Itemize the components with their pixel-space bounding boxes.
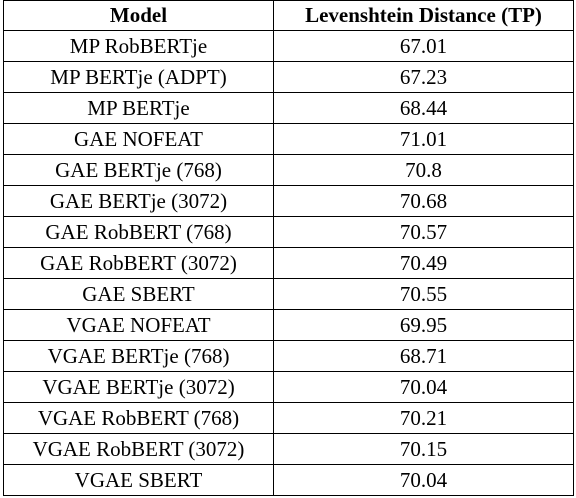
- header-model: Model: [3, 0, 274, 31]
- model-cell: MP BERTje (ADPT): [3, 61, 274, 93]
- model-cell: VGAE BERTje (768): [3, 340, 274, 372]
- model-cell: VGAE NOFEAT: [3, 309, 274, 341]
- model-cell: GAE NOFEAT: [3, 123, 274, 155]
- table-row: VGAE RobBERT (768) 70.21: [3, 402, 574, 434]
- model-cell: GAE BERTje (3072): [3, 185, 274, 217]
- table-row: GAE BERTje (3072) 70.68: [3, 185, 574, 217]
- distance-cell: 71.01: [273, 123, 574, 155]
- distance-cell: 70.15: [273, 433, 574, 465]
- model-cell: GAE BERTje (768): [3, 154, 274, 186]
- distance-cell: 70.68: [273, 185, 574, 217]
- table-body: MP RobBERTje 67.01 MP BERTje (ADPT) 67.2…: [3, 30, 574, 496]
- model-cell: GAE SBERT: [3, 278, 274, 310]
- distance-cell: 68.71: [273, 340, 574, 372]
- table-row: MP RobBERTje 67.01: [3, 30, 574, 62]
- table-row: VGAE BERTje (3072) 70.04: [3, 371, 574, 403]
- distance-cell: 68.44: [273, 92, 574, 124]
- distance-cell: 67.01: [273, 30, 574, 62]
- model-cell: GAE RobBERT (768): [3, 216, 274, 248]
- table-row: VGAE NOFEAT 69.95: [3, 309, 574, 341]
- results-table: Model Levenshtein Distance (TP) MP RobBE…: [3, 0, 574, 496]
- table-row: MP BERTje 68.44: [3, 92, 574, 124]
- model-cell: GAE RobBERT (3072): [3, 247, 274, 279]
- distance-cell: 70.8: [273, 154, 574, 186]
- header-row: Model Levenshtein Distance (TP): [3, 0, 574, 31]
- table-header: Model Levenshtein Distance (TP): [3, 0, 574, 31]
- table-row: GAE RobBERT (768) 70.57: [3, 216, 574, 248]
- model-cell: MP RobBERTje: [3, 30, 274, 62]
- distance-cell: 69.95: [273, 309, 574, 341]
- distance-cell: 70.04: [273, 464, 574, 496]
- model-cell: VGAE BERTje (3072): [3, 371, 274, 403]
- distance-cell: 67.23: [273, 61, 574, 93]
- table-row: GAE NOFEAT 71.01: [3, 123, 574, 155]
- table-row: VGAE BERTje (768) 68.71: [3, 340, 574, 372]
- model-cell: MP BERTje: [3, 92, 274, 124]
- distance-cell: 70.49: [273, 247, 574, 279]
- model-cell: VGAE RobBERT (768): [3, 402, 274, 434]
- table-row: GAE BERTje (768) 70.8: [3, 154, 574, 186]
- table-row: GAE SBERT 70.55: [3, 278, 574, 310]
- table-row: MP BERTje (ADPT) 67.23: [3, 61, 574, 93]
- distance-cell: 70.21: [273, 402, 574, 434]
- header-levenshtein-distance: Levenshtein Distance (TP): [273, 0, 574, 31]
- distance-cell: 70.57: [273, 216, 574, 248]
- table-row: GAE RobBERT (3072) 70.49: [3, 247, 574, 279]
- model-cell: VGAE RobBERT (3072): [3, 433, 274, 465]
- distance-cell: 70.04: [273, 371, 574, 403]
- table-row: VGAE SBERT 70.04: [3, 464, 574, 496]
- table-row: VGAE RobBERT (3072) 70.15: [3, 433, 574, 465]
- model-cell: VGAE SBERT: [3, 464, 274, 496]
- distance-cell: 70.55: [273, 278, 574, 310]
